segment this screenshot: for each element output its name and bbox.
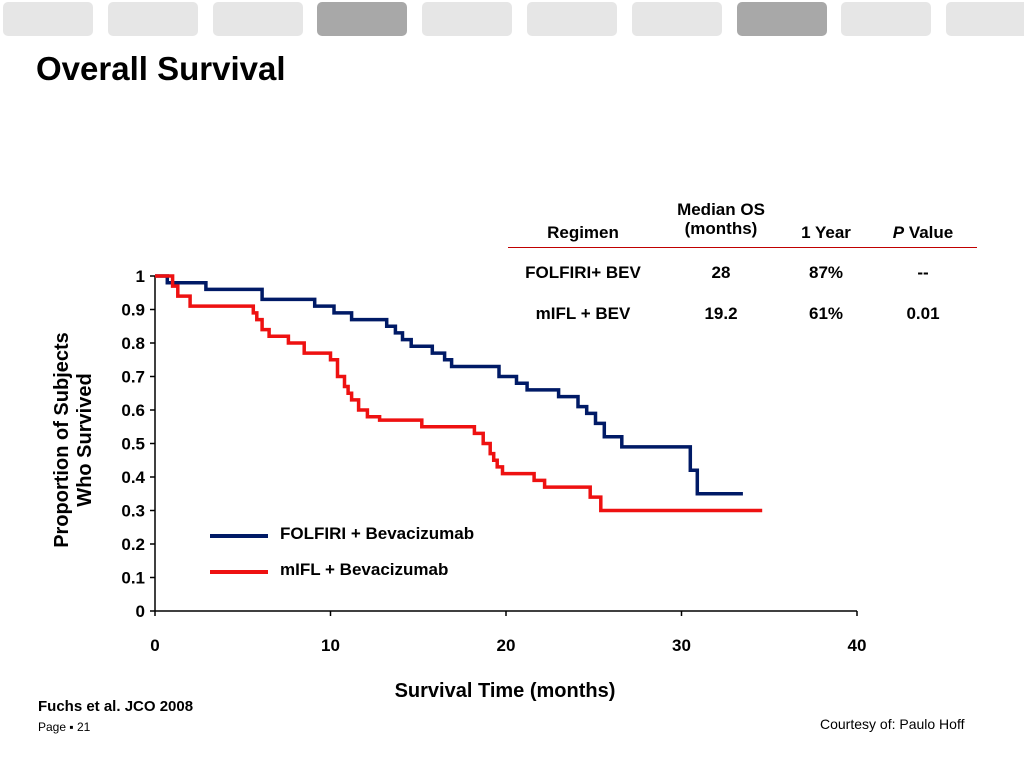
row-1-regimen: FOLFIRI+ BEV (525, 263, 641, 282)
nav-tab[interactable] (736, 2, 827, 36)
y-tick-label: 0.1 (121, 569, 145, 588)
y-tick-label: 0.5 (121, 435, 145, 454)
y-tick-label: 0.8 (121, 334, 145, 353)
series-line-folfiri (155, 274, 743, 496)
row-1-median: 28 (711, 263, 731, 282)
header-p-value: P Value (876, 223, 970, 242)
y-tick-label: 0 (136, 602, 145, 621)
y-tick-label: 0.4 (121, 468, 145, 487)
row-1-one-year: 87% (808, 263, 844, 282)
x-tick-label: 30 (672, 636, 691, 655)
page-number: Page ▪ 21 (38, 720, 91, 734)
nav-tab[interactable] (3, 2, 93, 36)
x-tick-label: 20 (497, 636, 516, 655)
header-median-os-line1: Median OS (677, 200, 765, 219)
slide-nav-tabs (0, 0, 1024, 40)
x-tick-label: 10 (321, 636, 340, 655)
nav-tab[interactable] (841, 2, 932, 36)
legend-swatch-folfiri (210, 534, 268, 538)
legend-item-mifl: mIFL + Bevacizumab (210, 560, 540, 584)
nav-tab[interactable] (422, 2, 513, 36)
y-tick-label: 0.2 (121, 535, 145, 554)
x-axis-label: Survival Time (months) (394, 680, 616, 702)
legend-swatch-mifl (210, 570, 268, 574)
y-tick-label: 1 (136, 267, 145, 286)
y-axis-label-line1: Proportion of Subjects (51, 332, 73, 548)
chart-series (155, 274, 763, 513)
nav-tab[interactable] (631, 2, 722, 36)
row-1-p-value: -- (917, 263, 929, 282)
courtesy-note: Courtesy of: Paulo Hoff (820, 716, 965, 732)
chart-axes: 00.10.20.30.40.50.60.70.80.910 10 20 30 40 (121, 267, 866, 655)
header-p-rest: Value (904, 223, 954, 242)
row-2-regimen: mIFL + BEV (535, 304, 631, 323)
row-2-median: 19.2 (704, 304, 738, 323)
x-tick-label: 40 (848, 636, 867, 655)
header-p-italic: P (892, 223, 905, 242)
y-axis-label-line2: Who Survived (74, 373, 96, 507)
citation: Fuchs et al. JCO 2008 (38, 698, 194, 715)
y-tick-label: 0.3 (121, 502, 145, 521)
y-tick-label: 0.7 (121, 368, 145, 387)
header-rule (508, 247, 977, 248)
nav-tab[interactable] (946, 2, 1024, 36)
legend-label-mifl: mIFL + Bevacizumab (280, 560, 449, 579)
nav-tab[interactable] (527, 2, 617, 36)
slide-title: Overall Survival (36, 50, 286, 87)
header-median-os-line2: (months) (684, 219, 758, 238)
legend-item-folfiri: FOLFIRI + Bevacizumab (210, 524, 540, 548)
y-tick-label: 0.9 (121, 301, 145, 320)
row-2-p-value: 0.01 (906, 304, 940, 323)
header-regimen: Regimen (547, 223, 619, 242)
nav-tab[interactable] (317, 2, 408, 36)
header-one-year: 1 Year (801, 223, 851, 242)
header-median-os: Median OS (months) (656, 200, 786, 238)
legend-label-folfiri: FOLFIRI + Bevacizumab (280, 524, 475, 543)
y-tick-label: 0.6 (121, 401, 145, 420)
x-tick-label: 0 (150, 636, 159, 655)
nav-tab[interactable] (107, 2, 198, 36)
nav-tab[interactable] (212, 2, 303, 36)
series-line-mifl (155, 274, 763, 513)
row-2-one-year: 61% (808, 304, 844, 323)
